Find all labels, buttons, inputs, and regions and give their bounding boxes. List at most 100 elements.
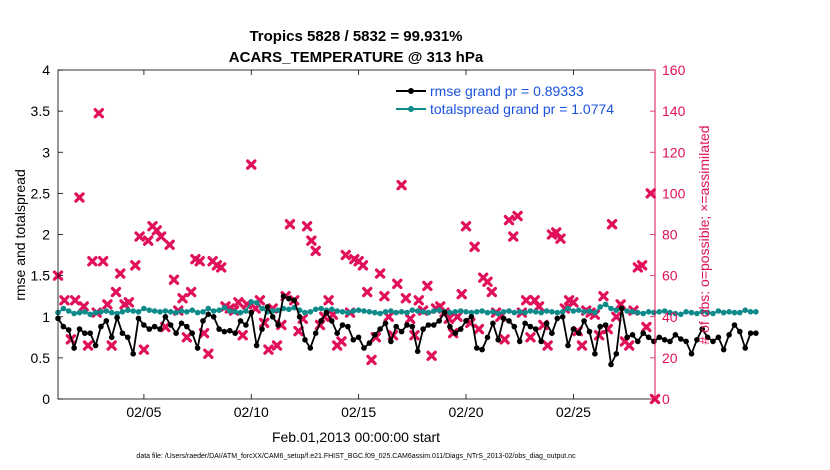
x-tick-label: 02/10 [234,404,269,420]
totalspread-point [694,310,700,317]
totalspread-point [350,308,357,314]
totalspread-point [339,309,346,315]
totalspread-point [318,305,324,312]
rmse-point [490,320,496,327]
rmse-point [635,338,641,345]
rmse-point [500,315,507,322]
obs-marker [293,325,304,337]
rmse-point [629,332,636,338]
totalspread-point [527,308,534,314]
totalspread-point [640,310,646,317]
totalspread-point [431,308,437,314]
y-tick-label: 2.5 [31,185,51,201]
totalspread-point [554,309,561,316]
rmse-point [565,342,571,349]
obs-marker [460,221,472,232]
totalspread-point [538,309,544,316]
obs-marker [82,340,94,351]
rmse-point [559,314,566,320]
rmse-point [178,320,185,327]
totalspread-point [479,308,485,314]
obs-marker [310,245,321,257]
rmse-point [656,334,663,341]
rmse-point [753,330,759,337]
totalspread-point [194,309,201,316]
rmse-point [253,342,260,349]
rmse-point [576,330,582,337]
obs-marker [164,239,175,250]
totalspread-point [651,309,657,316]
rmse-point [511,323,518,330]
totalspread-point [581,309,587,315]
obs-marker [366,354,377,366]
obs-marker [194,256,205,267]
obs-marker [134,231,145,242]
totalspread-point [108,309,115,316]
rmse-point [157,326,163,332]
legend-rmse-marker [408,88,414,94]
totalspread-point [189,307,195,314]
totalspread-point [135,309,142,315]
y-tick-label: 3.5 [31,103,51,119]
totalspread-point [232,309,238,315]
totalspread-point [361,308,367,314]
totalspread-point [366,309,373,315]
totalspread-point [592,309,598,316]
obs-marker [379,290,390,302]
obs-marker [422,280,433,292]
obs-marker [512,210,523,222]
rmse-point [414,348,421,355]
totalspread-point [720,309,727,316]
rmse-point [457,326,464,332]
x-axis-label: Feb.01,2013 00:00:00 start [272,429,440,445]
obs-marker [486,286,497,298]
totalspread-point [667,309,673,316]
totalspread-point [726,309,732,315]
obs-marker [469,241,480,253]
rmse-point [173,330,179,337]
totalspread-point [210,308,217,314]
rmse-point [533,326,539,332]
obs-marker [115,268,126,279]
rmse-point [602,322,609,328]
data-file-caption: data file: /Users/raeder/DAI/ATM_forcXX/… [136,453,576,460]
rmse-point [522,320,528,327]
obs-marker [263,344,274,355]
rmse-point [661,337,668,343]
obs-marker [520,295,532,306]
rmse-point [334,330,341,337]
rmse-point [205,311,212,318]
rmse-point [329,318,335,324]
obs-marker [362,286,373,298]
totalspread-point [382,309,389,315]
y-tick-label: 0.5 [31,350,51,366]
x-tick-label: 02/20 [448,404,483,420]
obs-marker [396,179,407,191]
totalspread-point [167,309,174,315]
rmse-point [581,318,587,324]
x-tick-label: 02/15 [341,404,376,420]
rmse-point [243,322,249,328]
totalspread-point [661,308,668,314]
x-axis-ticks: 02/05 02/10 02/15 02/20 02/25 [126,70,591,420]
totalspread-point [119,309,126,315]
obs-marker [284,219,296,230]
rmse-point [651,338,657,345]
rmse-point [65,327,72,333]
obs-marker [216,262,227,273]
rmse-point [146,326,153,332]
totalspread-point [559,309,566,315]
rmse-point [420,326,426,332]
right-axis-ticks: 0 20 40 60 80 100 120 140 160 [650,62,686,407]
rmse-point [108,334,115,341]
rmse-point [232,330,238,337]
y-tick-label: 4 [42,62,50,78]
obs-marker [301,221,313,232]
rmse-point [167,322,174,328]
obs-marker [336,336,347,347]
rmse-point [720,346,727,353]
rmse-point [613,351,620,357]
rmse-point [339,322,346,328]
obs-marker [168,274,180,285]
totalspread-point [511,309,518,316]
